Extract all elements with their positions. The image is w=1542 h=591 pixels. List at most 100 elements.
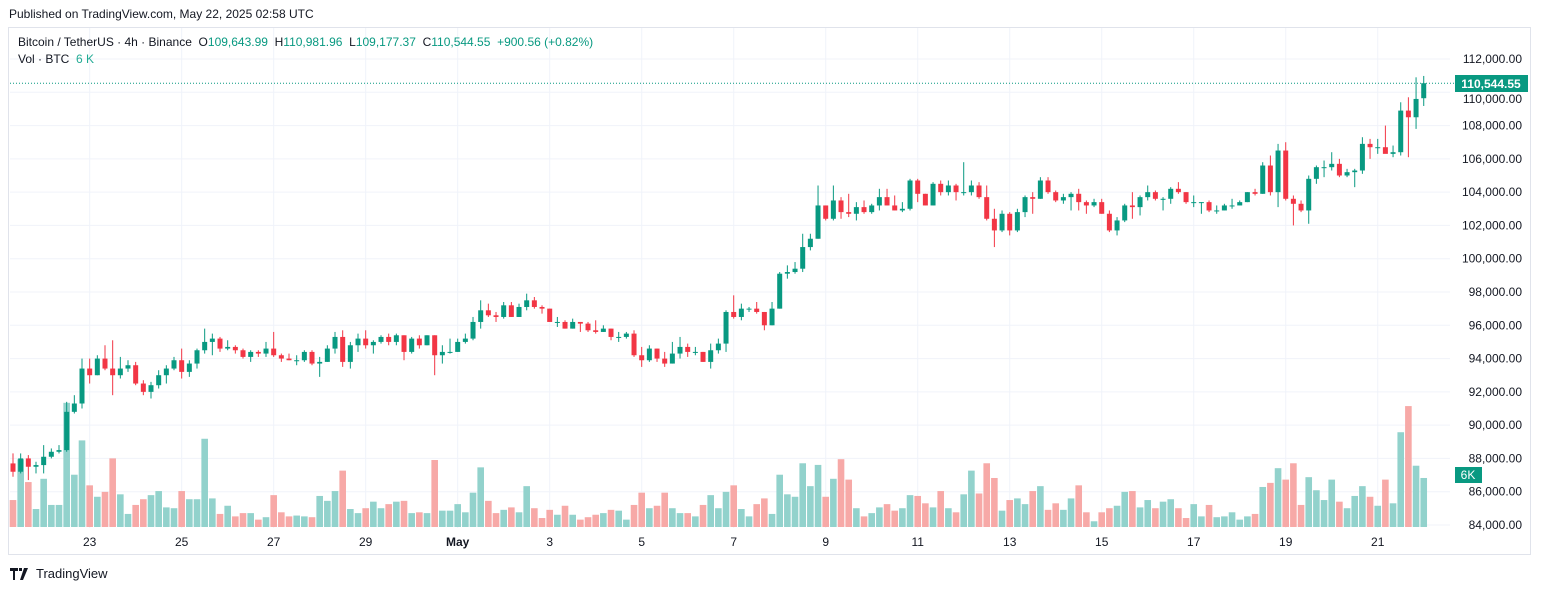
candle[interactable] [462,333,468,344]
candle[interactable] [1252,188,1258,196]
candle[interactable] [248,350,254,362]
candle[interactable] [493,311,499,322]
candle[interactable] [1152,190,1158,201]
candle[interactable] [1214,205,1220,214]
candle[interactable] [87,358,93,384]
candle[interactable] [608,328,614,341]
candle[interactable] [48,448,54,459]
candle[interactable] [807,233,813,251]
candle[interactable] [930,182,936,206]
candle[interactable] [585,321,591,332]
candle[interactable] [1336,158,1342,178]
candle[interactable] [899,202,905,213]
candle[interactable] [271,331,277,357]
candle[interactable] [1413,77,1419,129]
candle[interactable] [1359,137,1365,174]
candle[interactable] [447,338,453,354]
candle[interactable] [861,200,867,214]
candle[interactable] [1260,162,1266,194]
candle[interactable] [1367,138,1373,159]
candle[interactable] [531,296,537,309]
candle[interactable] [439,345,445,364]
candle[interactable] [225,340,231,351]
candle[interactable] [593,320,599,334]
candle[interactable] [110,340,116,396]
candle[interactable] [1145,185,1151,201]
candle[interactable] [547,308,553,322]
candle[interactable] [1321,160,1327,178]
candle[interactable] [853,202,859,221]
candle[interactable] [1076,188,1082,211]
candle[interactable] [769,301,775,326]
candle[interactable] [102,345,108,371]
candle[interactable] [876,188,882,211]
candle[interactable] [1244,192,1250,203]
candle[interactable] [432,335,438,376]
candle[interactable] [370,340,376,354]
candle[interactable] [125,360,131,372]
candle[interactable] [577,321,583,332]
candle[interactable] [654,348,660,362]
candle[interactable] [1030,192,1036,214]
candle[interactable] [309,350,315,366]
candle[interactable] [240,348,246,359]
candle[interactable] [18,453,24,474]
candle[interactable] [968,180,974,196]
candle[interactable] [1129,192,1135,219]
candle[interactable] [1283,142,1289,201]
candle[interactable] [332,331,338,354]
candle[interactable] [938,180,944,196]
candle[interactable] [1160,197,1166,211]
candle[interactable] [1275,143,1281,208]
candle[interactable] [71,395,77,414]
candle[interactable] [1405,97,1411,158]
candle[interactable] [1045,177,1051,194]
candle[interactable] [485,303,491,317]
candle[interactable] [1191,195,1197,208]
candle[interactable] [217,336,223,352]
candle[interactable] [56,445,62,454]
candle[interactable] [424,335,430,346]
candle[interactable] [148,381,154,399]
candle[interactable] [278,353,284,362]
candle[interactable] [639,346,645,367]
candle[interactable] [539,305,545,314]
candle[interactable] [340,330,346,367]
candle[interactable] [984,185,990,221]
candle[interactable] [800,233,806,273]
candle[interactable] [393,333,399,346]
candle[interactable] [286,353,292,361]
candle[interactable] [1237,200,1243,206]
candle[interactable] [999,210,1005,233]
candle[interactable] [317,356,323,377]
candle[interactable] [186,360,192,377]
candle[interactable] [455,338,461,352]
candle[interactable] [1290,195,1296,226]
candle[interactable] [1007,212,1013,236]
candle[interactable] [1137,195,1143,216]
candle[interactable] [10,453,16,477]
candle[interactable] [1068,192,1074,211]
candle[interactable] [1037,177,1043,199]
candle[interactable] [363,330,369,349]
candle[interactable] [1344,168,1350,178]
candle[interactable] [1398,102,1404,156]
candle[interactable] [133,361,139,386]
candle[interactable] [907,178,913,211]
candle[interactable] [830,185,836,221]
candle[interactable] [501,301,507,319]
candle[interactable] [631,330,637,357]
candle[interactable] [324,345,330,362]
candle[interactable] [1352,168,1358,188]
candle[interactable] [1106,210,1112,233]
candle[interactable] [41,445,47,474]
candle[interactable] [554,316,560,327]
candle[interactable] [355,333,361,352]
candle[interactable] [1114,217,1120,236]
candle[interactable] [754,301,760,314]
candle[interactable] [869,203,875,214]
candle[interactable] [723,310,729,352]
candle[interactable] [1229,198,1235,209]
candle[interactable] [731,295,737,319]
